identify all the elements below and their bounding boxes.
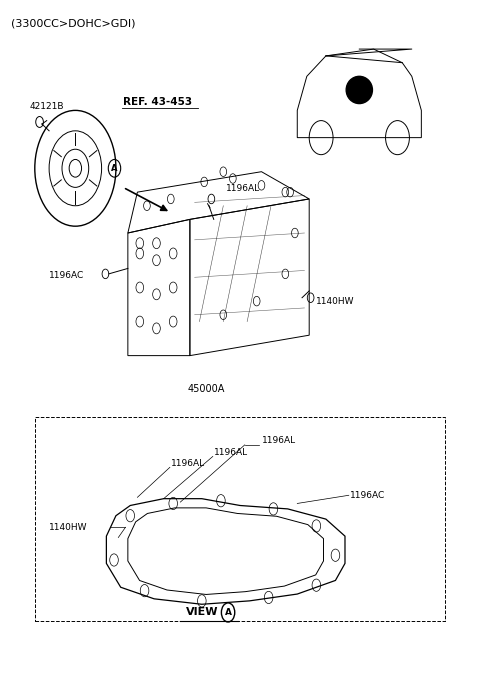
Text: 1196AC: 1196AC <box>49 271 84 280</box>
Text: 1196AC: 1196AC <box>350 491 385 500</box>
Text: 42121B: 42121B <box>29 103 63 111</box>
Text: 1140HW: 1140HW <box>49 523 88 531</box>
Text: 45000A: 45000A <box>188 384 225 394</box>
Text: 1196AL: 1196AL <box>262 436 296 445</box>
Text: 1196AL: 1196AL <box>171 459 205 468</box>
Text: A: A <box>225 608 231 617</box>
Text: A: A <box>111 163 118 173</box>
Ellipse shape <box>346 77 372 103</box>
Text: 1196AL: 1196AL <box>214 448 248 457</box>
Text: 1196AL: 1196AL <box>226 184 260 193</box>
Text: VIEW: VIEW <box>186 607 218 618</box>
Text: 1140HW: 1140HW <box>316 297 355 306</box>
Text: (3300CC>DOHC>GDI): (3300CC>DOHC>GDI) <box>11 18 135 29</box>
Text: REF. 43-453: REF. 43-453 <box>123 97 192 107</box>
Bar <box>35 417 445 621</box>
